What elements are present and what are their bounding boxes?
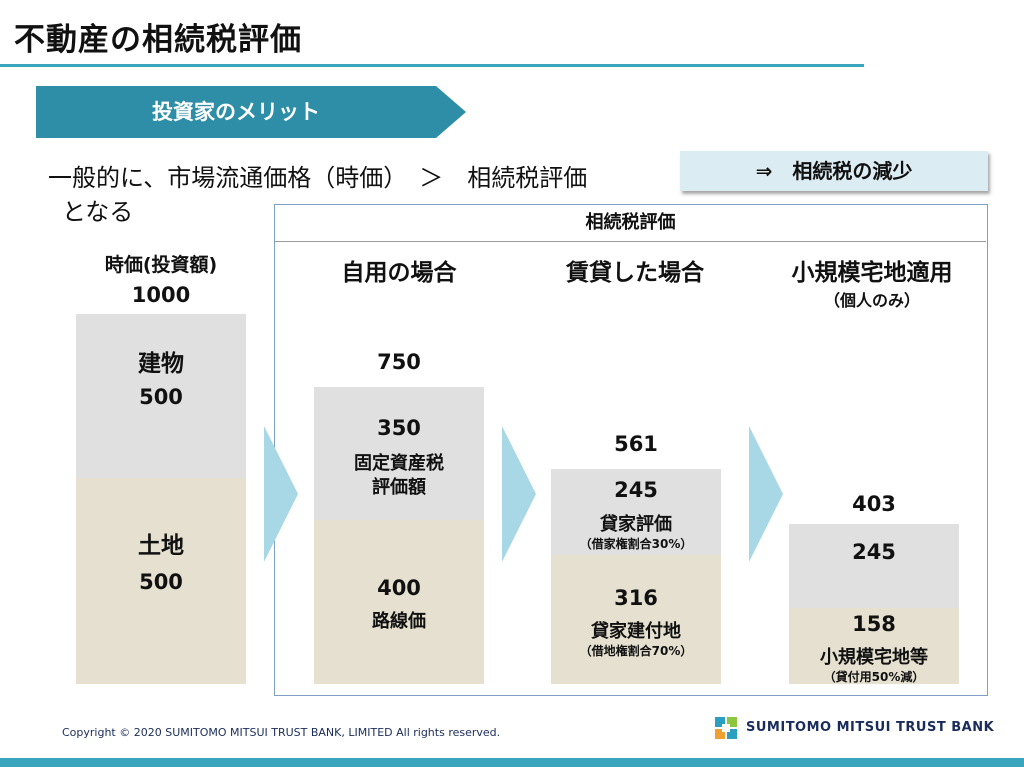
rental-building-value: 245 — [614, 478, 658, 502]
rental-land-bar — [551, 555, 721, 684]
small-scale-land-value: 158 — [852, 612, 896, 636]
market-total: 1000 — [131, 283, 191, 307]
small-scale-heading: 小規模宅地適用 — [791, 260, 953, 286]
market-land-value: 500 — [139, 570, 183, 594]
small-scale-total: 403 — [852, 492, 896, 516]
banner-label: 投資家のメリット — [152, 100, 320, 124]
rental-land-label: 貸家建付地 — [591, 621, 681, 642]
market-building-bar — [76, 314, 246, 478]
statement-line-1: 一般的に、市場流通価格（時価） ＞ 相続税評価 — [48, 164, 588, 192]
self-use-heading: 自用の場合 — [341, 260, 457, 286]
small-scale-subheading: （個人のみ） — [823, 291, 920, 310]
market-land-bar — [76, 478, 246, 684]
rental-land-value: 316 — [614, 586, 658, 610]
banner-arrow-shape — [36, 86, 466, 138]
small-scale-building-bar — [789, 524, 959, 608]
self-use-total: 750 — [377, 350, 421, 374]
self-use-land-bar — [314, 520, 484, 684]
copyright-text: Copyright © 2020 SUMITOMO MITSUI TRUST B… — [62, 726, 501, 739]
bank-logo-text: SUMITOMO MITSUI TRUST BANK — [746, 720, 995, 735]
self-use-land-label: 路線価 — [372, 611, 426, 632]
page-title: 不動産の相続税評価 — [14, 22, 302, 58]
market-building-value: 500 — [139, 385, 183, 409]
rental-total: 561 — [614, 432, 658, 456]
rental-land-note: （借地権割合70%） — [579, 644, 693, 658]
statement-line-2: となる — [62, 198, 134, 226]
market-land-label: 土地 — [138, 533, 184, 559]
rental-building-note: （借家権割合30%） — [579, 537, 693, 551]
small-scale-land-bar — [789, 608, 959, 684]
bank-logo-icon — [715, 717, 737, 739]
rental-heading: 賃貸した場合 — [566, 260, 704, 286]
self-use-building-label-2: 評価額 — [372, 477, 426, 498]
small-scale-building-value: 245 — [852, 540, 896, 564]
title-divider — [0, 64, 864, 67]
self-use-land-value: 400 — [377, 576, 421, 600]
rental-building-label: 貸家評価 — [600, 514, 672, 535]
self-use-building-label-1: 固定資産税 — [354, 453, 444, 474]
small-scale-land-note: （貸付用50%減） — [823, 670, 925, 684]
valuation-frame-title: 相続税評価 — [275, 205, 986, 242]
result-box: ⇒ 相続税の減少 — [680, 151, 988, 191]
self-use-building-value: 350 — [377, 416, 421, 440]
small-scale-land-label: 小規模宅地等 — [820, 647, 928, 668]
footer-bar — [0, 758, 1024, 767]
market-heading: 時価(投資額) — [104, 254, 218, 276]
rental-building-bar — [551, 469, 721, 555]
self-use-building-bar — [314, 387, 484, 520]
market-building-label: 建物 — [138, 351, 184, 377]
